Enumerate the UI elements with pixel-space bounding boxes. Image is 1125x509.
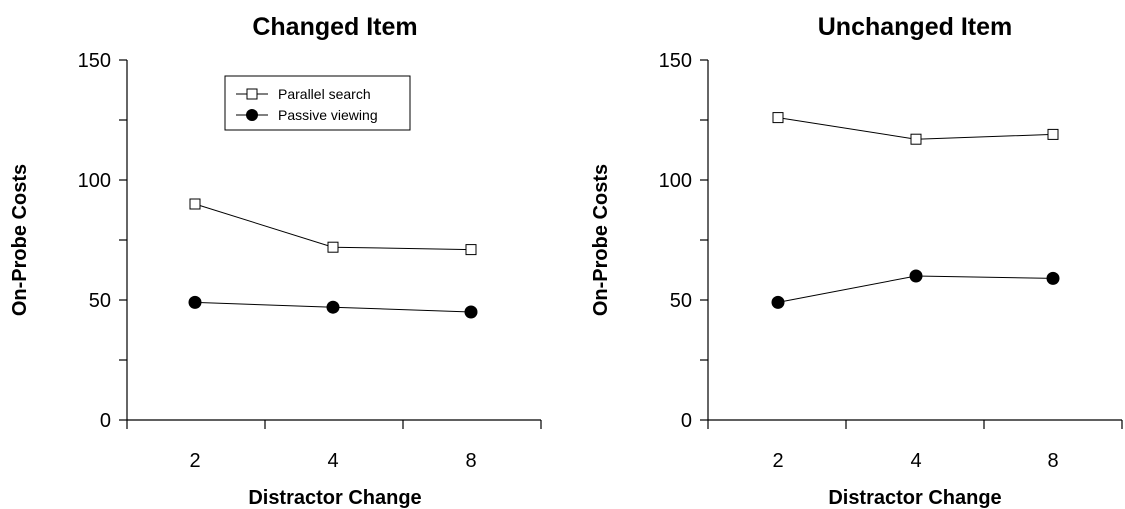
legend: Parallel search Passive viewing bbox=[224, 75, 411, 131]
x-tick-label: 4 bbox=[327, 450, 338, 472]
y-tick-label: 150 bbox=[78, 50, 111, 72]
chart-changed-item: Changed Item On-Probe Costs Distractor C… bbox=[9, 13, 542, 509]
data-point bbox=[327, 241, 339, 253]
legend-label-passive-viewing: Passive viewing bbox=[278, 107, 378, 123]
legend-marker-filled-circle bbox=[246, 109, 258, 121]
y-axis-label: On-Probe Costs bbox=[590, 164, 612, 316]
data-point bbox=[909, 269, 923, 283]
y-tick-label: 50 bbox=[89, 290, 111, 312]
x-tick-label: 2 bbox=[189, 450, 200, 472]
y-tick-label: 0 bbox=[681, 410, 692, 432]
data-point bbox=[464, 305, 478, 319]
legend-marker-open-square bbox=[246, 88, 258, 100]
y-tick-label: 150 bbox=[659, 50, 692, 72]
data-point bbox=[1047, 128, 1059, 140]
x-axis-label: Distractor Change bbox=[248, 487, 421, 509]
y-tick-label: 100 bbox=[659, 170, 692, 192]
x-tick-label: 4 bbox=[910, 450, 921, 472]
x-tick-label: 8 bbox=[1047, 450, 1058, 472]
data-point bbox=[189, 198, 201, 210]
x-tick-label: 8 bbox=[465, 450, 476, 472]
y-tick-label: 100 bbox=[78, 170, 111, 192]
y-tick-label: 50 bbox=[670, 290, 692, 312]
y-tick-label: 0 bbox=[100, 410, 111, 432]
chart-title: Changed Item bbox=[252, 13, 417, 41]
x-tick-label: 2 bbox=[772, 450, 783, 472]
data-point bbox=[771, 295, 785, 309]
data-point bbox=[1046, 271, 1060, 285]
legend-label-parallel-search: Parallel search bbox=[278, 86, 371, 102]
legend-box bbox=[224, 75, 411, 131]
data-point bbox=[188, 295, 202, 309]
data-point bbox=[465, 244, 477, 256]
chart-unchanged-item: Unchanged Item On-Probe Costs Distractor… bbox=[590, 13, 1123, 509]
y-axis-label: On-Probe Costs bbox=[9, 164, 31, 316]
data-point bbox=[910, 133, 922, 145]
chart-title: Unchanged Item bbox=[818, 13, 1012, 41]
x-axis-label: Distractor Change bbox=[828, 487, 1001, 509]
data-point bbox=[326, 300, 340, 314]
data-point bbox=[772, 112, 784, 124]
